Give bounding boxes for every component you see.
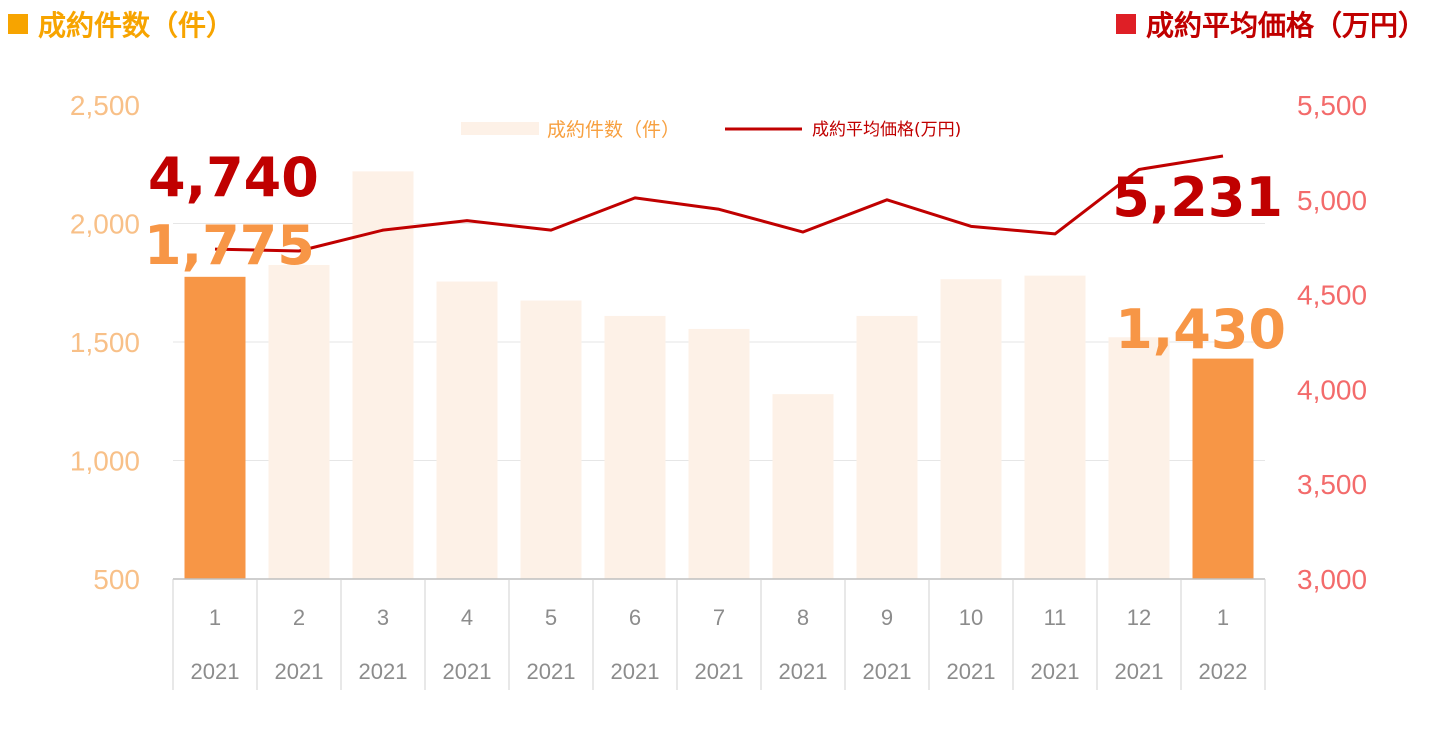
- callout-price-last: 5,231: [1112, 166, 1283, 229]
- legend-bar-swatch: [461, 122, 539, 135]
- category-month-label: 3: [377, 605, 389, 630]
- category-year-label: 2021: [527, 659, 576, 684]
- left-tick-label: 2,000: [70, 209, 140, 240]
- bar: [940, 279, 1002, 579]
- category-month-label: 4: [461, 605, 473, 630]
- category-month-label: 1: [209, 605, 221, 630]
- bar: [352, 171, 414, 580]
- category-month-label: 12: [1127, 605, 1151, 630]
- category-year-label: 2022: [1199, 659, 1248, 684]
- category-month-label: 2: [293, 605, 305, 630]
- line-series: [214, 154, 1224, 253]
- bar: [436, 281, 498, 579]
- callout-count-first: 1,775: [144, 214, 315, 277]
- callouts: 4,740 1,775 5,231 1,430: [144, 146, 1286, 361]
- left-tick-label: 2,500: [70, 90, 140, 121]
- category-month-label: 7: [713, 605, 725, 630]
- orange-square-icon: [8, 14, 28, 34]
- category-axis: 1 2021 2 2021 3 2021 4 2021 5 2021 6 2021 7 2021 8 2021…: [172, 578, 1266, 690]
- bar: [1108, 337, 1170, 579]
- right-tick-label: 5,500: [1297, 90, 1367, 121]
- category-month-label: 10: [959, 605, 983, 630]
- legend-bar-label: 成約件数（件）: [547, 119, 680, 141]
- category-year-label: 2021: [863, 659, 912, 684]
- bar: [604, 315, 666, 579]
- right-axis-title-text: 成約平均価格（万円）: [1145, 9, 1426, 42]
- category-month-label: 6: [629, 605, 641, 630]
- left-axis-title: 成約件数（件）: [8, 4, 234, 44]
- category-month-label: 11: [1044, 605, 1067, 630]
- red-square-icon: [1115, 14, 1136, 34]
- bar: [268, 264, 330, 579]
- bar: [520, 300, 582, 579]
- bar: [184, 276, 246, 579]
- right-tick-label: 5,000: [1297, 185, 1367, 216]
- category-month-label: 5: [545, 605, 557, 630]
- category-month-label: 9: [881, 605, 893, 630]
- category-year-label: 2021: [611, 659, 660, 684]
- bar: [772, 394, 834, 579]
- left-axis-ticks: 2,500 2,000 1,500 1,000 500: [70, 90, 140, 595]
- left-tick-label: 500: [93, 564, 140, 595]
- category-month-label: 8: [797, 605, 809, 630]
- left-axis-title-text: 成約件数（件）: [38, 9, 235, 42]
- right-tick-label: 4,000: [1297, 374, 1367, 405]
- right-tick-label: 3,000: [1297, 564, 1367, 595]
- bar: [1024, 275, 1086, 579]
- callout-count-last: 1,430: [1115, 298, 1286, 361]
- category-year-label: 2021: [1031, 659, 1080, 684]
- bar: [856, 315, 918, 579]
- category-year-label: 2021: [191, 659, 240, 684]
- right-tick-label: 3,500: [1297, 469, 1367, 500]
- category-year-label: 2021: [275, 659, 324, 684]
- left-tick-label: 1,000: [70, 446, 140, 477]
- bar: [1192, 358, 1254, 579]
- category-year-label: 2021: [443, 659, 492, 684]
- bar-series: [184, 171, 1254, 580]
- price-line: [214, 154, 1224, 253]
- legend: 成約件数（件） 成約平均価格(万円): [461, 119, 961, 141]
- right-axis-title: 成約平均価格（万円）: [1115, 4, 1426, 44]
- callout-price-first: 4,740: [148, 146, 319, 209]
- right-axis-ticks: 5,500 5,000 4,500 4,000 3,500 3,000: [1297, 90, 1367, 595]
- category-year-label: 2021: [695, 659, 744, 684]
- category-month-label: 1: [1217, 605, 1229, 630]
- category-year-label: 2021: [1115, 659, 1164, 684]
- category-year-label: 2021: [947, 659, 996, 684]
- left-tick-label: 1,500: [70, 327, 140, 358]
- category-year-label: 2021: [779, 659, 828, 684]
- right-tick-label: 4,500: [1297, 280, 1367, 311]
- bar: [688, 328, 750, 579]
- category-year-label: 2021: [359, 659, 408, 684]
- legend-line-label: 成約平均価格(万円): [812, 120, 961, 140]
